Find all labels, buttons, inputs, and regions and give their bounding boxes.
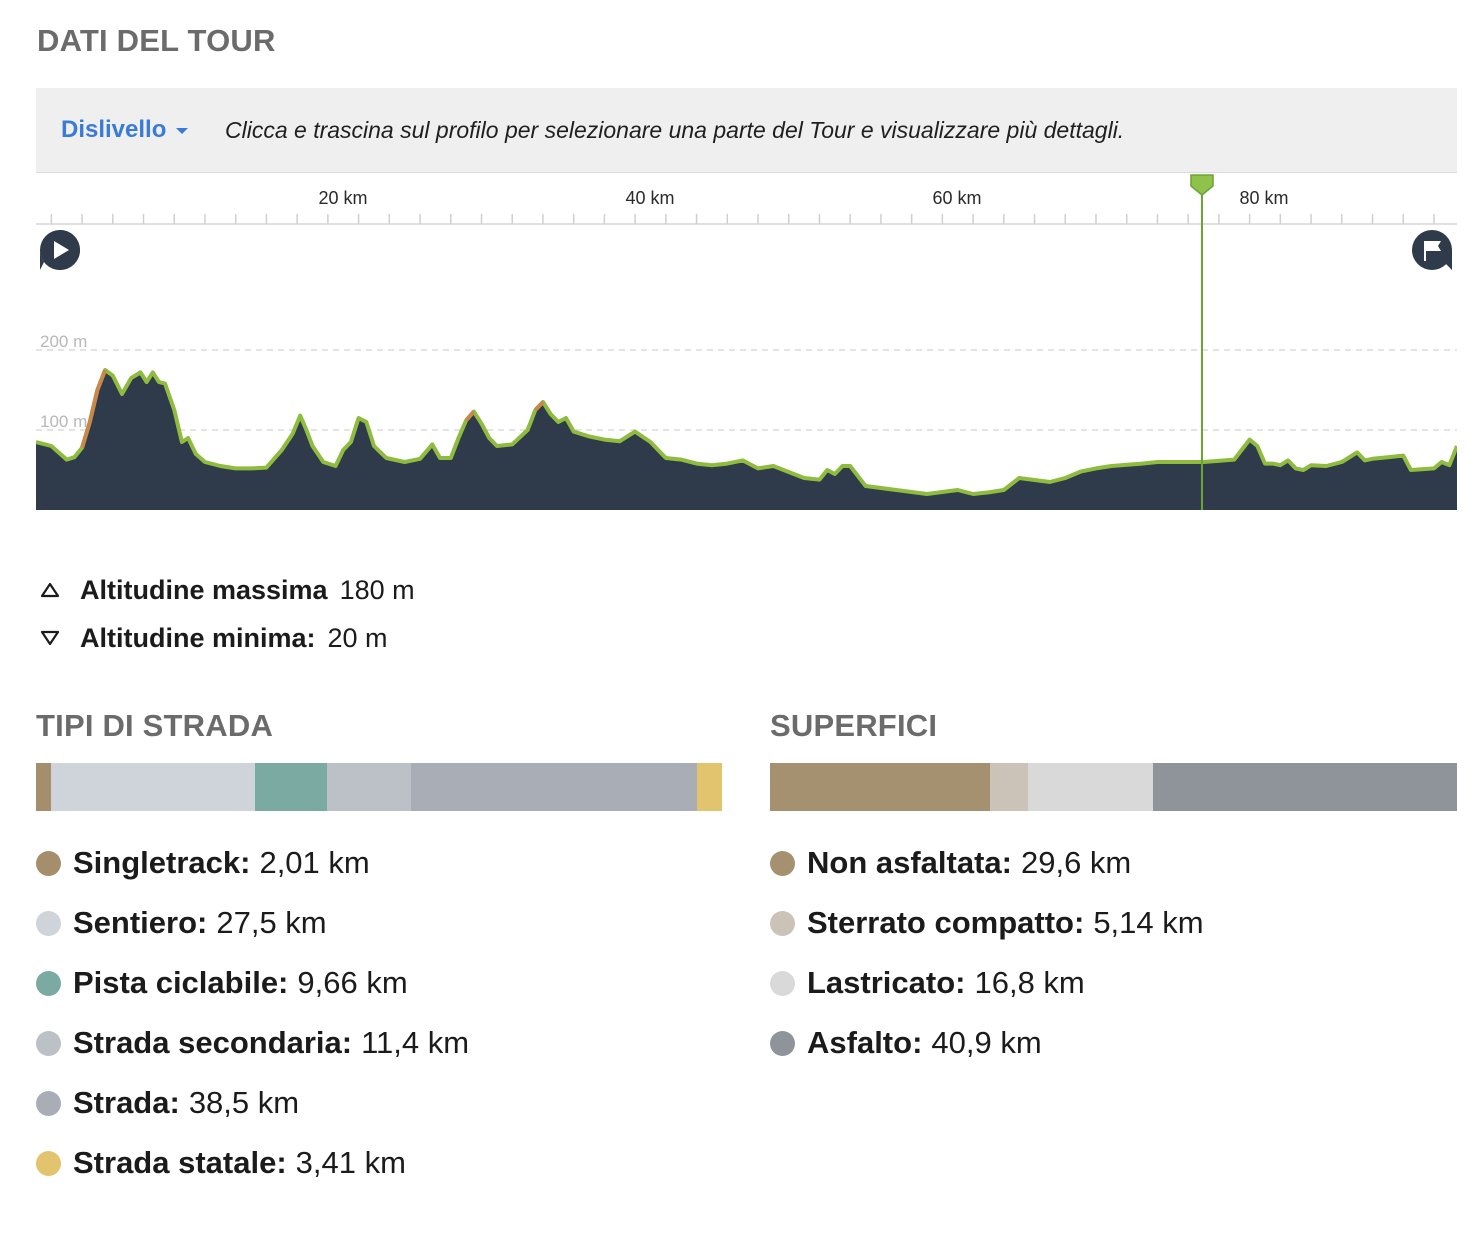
color-dot-icon xyxy=(36,850,61,876)
color-dot-icon xyxy=(770,850,795,876)
legend-item[interactable]: Strada statale: 3,41 km xyxy=(36,1133,722,1193)
elevation-area xyxy=(36,370,1457,510)
bar-segment[interactable] xyxy=(1028,763,1153,811)
profile-toolbar: Dislivello Clicca e trascina sul profilo… xyxy=(36,88,1457,173)
road-types-title: TIPI DI STRADA xyxy=(36,708,274,743)
color-dot-icon xyxy=(36,1030,61,1056)
legend-value: 2,01 km xyxy=(259,845,370,880)
color-dot-icon xyxy=(36,1090,61,1116)
legend-value: 16,8 km xyxy=(974,965,1085,1000)
legend-item[interactable]: Non asfaltata: 29,6 km xyxy=(770,833,1457,893)
km-axis-labels: 20 km 40 km 60 km 80 km xyxy=(318,188,1288,208)
legend-label: Strada statale: xyxy=(73,1145,287,1180)
legend-label: Strada: xyxy=(73,1085,180,1120)
km-tick-label: 20 km xyxy=(318,188,367,208)
legend-item[interactable]: Singletrack: 2,01 km xyxy=(36,833,722,893)
bar-segment[interactable] xyxy=(254,763,327,811)
profile-hint: Clicca e trascina sul profilo per selezi… xyxy=(225,117,1125,143)
color-dot-icon xyxy=(770,1030,795,1056)
road-types-section: TIPI DI STRADA Singletrack: 2,01 km Sentie… xyxy=(36,710,722,1193)
altitude-stats: Altitudine massima 180 m Altitudine mini… xyxy=(40,566,415,662)
tour-data-title: DATI DEL TOUR xyxy=(37,23,276,58)
max-altitude-value: 180 m xyxy=(339,574,415,605)
color-dot-icon xyxy=(770,970,795,996)
position-marker[interactable] xyxy=(1190,174,1214,510)
marker-pin-icon[interactable] xyxy=(1190,174,1214,196)
legend-item[interactable]: Pista ciclabile: 9,66 km xyxy=(36,953,722,1013)
legend-value: 27,5 km xyxy=(216,905,327,940)
legend-label: Pista ciclabile: xyxy=(73,965,289,1000)
climb-segment xyxy=(464,410,476,422)
alt-tick-label: 100 m xyxy=(40,412,87,431)
min-altitude-row: Altitudine minima: 20 m xyxy=(40,614,415,662)
road-types-legend: Singletrack: 2,01 km Sentiero: 27,5 km Pista… xyxy=(36,833,722,1193)
legend-value: 38,5 km xyxy=(188,1085,300,1120)
km-tick-label: 40 km xyxy=(625,188,674,208)
bar-segment[interactable] xyxy=(696,763,722,811)
surfaces-bar[interactable] xyxy=(770,763,1457,811)
legend-label: Lastricato: xyxy=(807,965,966,1000)
legend-label: Non asfaltata: xyxy=(807,845,1012,880)
min-altitude-label: Altitudine minima: xyxy=(80,622,316,653)
legend-item[interactable]: Sterrato compatto: 5,14 km xyxy=(770,893,1457,953)
legend-value: 11,4 km xyxy=(361,1025,470,1060)
bar-segment[interactable] xyxy=(50,763,255,811)
bar-segment[interactable] xyxy=(326,763,412,811)
road-types-bar[interactable] xyxy=(36,763,722,811)
elevation-profile-chart[interactable]: 20 km 40 km 60 km 80 km 200 m 100 m xyxy=(36,173,1457,513)
legend-label: Sterrato compatto: xyxy=(807,905,1085,940)
legend-item[interactable]: Strada secondaria: 11,4 km xyxy=(36,1013,722,1073)
surfaces-title: SUPERFICI xyxy=(770,708,938,743)
climb-segments xyxy=(80,369,545,449)
legend-value: 9,66 km xyxy=(297,965,408,1000)
bar-segment[interactable] xyxy=(770,763,990,811)
color-dot-icon xyxy=(36,970,61,996)
surfaces-section: SUPERFICI Non asfaltata: 29,6 km Sterrato … xyxy=(770,710,1457,1073)
legend-value: 29,6 km xyxy=(1020,845,1132,880)
legend-item[interactable]: Lastricato: 16,8 km xyxy=(770,953,1457,1013)
climb-segment xyxy=(80,369,107,449)
color-dot-icon xyxy=(770,910,795,936)
max-altitude-label: Altitudine massima xyxy=(80,574,328,605)
triangle-up-icon xyxy=(40,582,80,598)
legend-item[interactable]: Strada: 38,5 km xyxy=(36,1073,722,1133)
legend-item[interactable]: Sentiero: 27,5 km xyxy=(36,893,722,953)
elevation-dropdown-label[interactable]: Dislivello xyxy=(61,116,167,143)
finish-flag-icon[interactable] xyxy=(1412,230,1452,270)
km-tick-label: 60 km xyxy=(932,188,981,208)
legend-label: Singletrack: xyxy=(73,845,251,880)
bar-segment[interactable] xyxy=(36,763,51,811)
color-dot-icon xyxy=(36,910,61,936)
start-icon[interactable] xyxy=(40,230,80,270)
surfaces-legend: Non asfaltata: 29,6 km Sterrato compatto: 5… xyxy=(770,833,1457,1073)
bar-segment[interactable] xyxy=(1153,763,1457,811)
km-tick-label: 80 km xyxy=(1239,188,1288,208)
triangle-down-icon xyxy=(40,630,80,646)
climb-segment xyxy=(533,400,545,412)
legend-item[interactable]: Asfalto: 40,9 km xyxy=(770,1013,1457,1073)
bar-segment[interactable] xyxy=(411,763,697,811)
min-altitude-value: 20 m xyxy=(327,622,388,653)
elevation-line xyxy=(36,368,1457,496)
max-altitude-row: Altitudine massima 180 m xyxy=(40,566,415,614)
legend-label: Sentiero: xyxy=(73,905,208,940)
bar-segment[interactable] xyxy=(989,763,1029,811)
legend-label: Asfalto: xyxy=(807,1025,923,1060)
legend-value: 5,14 km xyxy=(1093,905,1204,940)
alt-tick-label: 200 m xyxy=(40,332,87,351)
legend-value: 40,9 km xyxy=(931,1025,1042,1060)
color-dot-icon xyxy=(36,1150,61,1176)
km-minor-ticks xyxy=(50,214,1435,224)
chevron-down-icon[interactable] xyxy=(176,128,189,134)
legend-label: Strada secondaria: xyxy=(73,1025,353,1060)
legend-value: 3,41 km xyxy=(295,1145,406,1180)
elevation-dropdown[interactable]: Dislivello xyxy=(61,116,189,144)
